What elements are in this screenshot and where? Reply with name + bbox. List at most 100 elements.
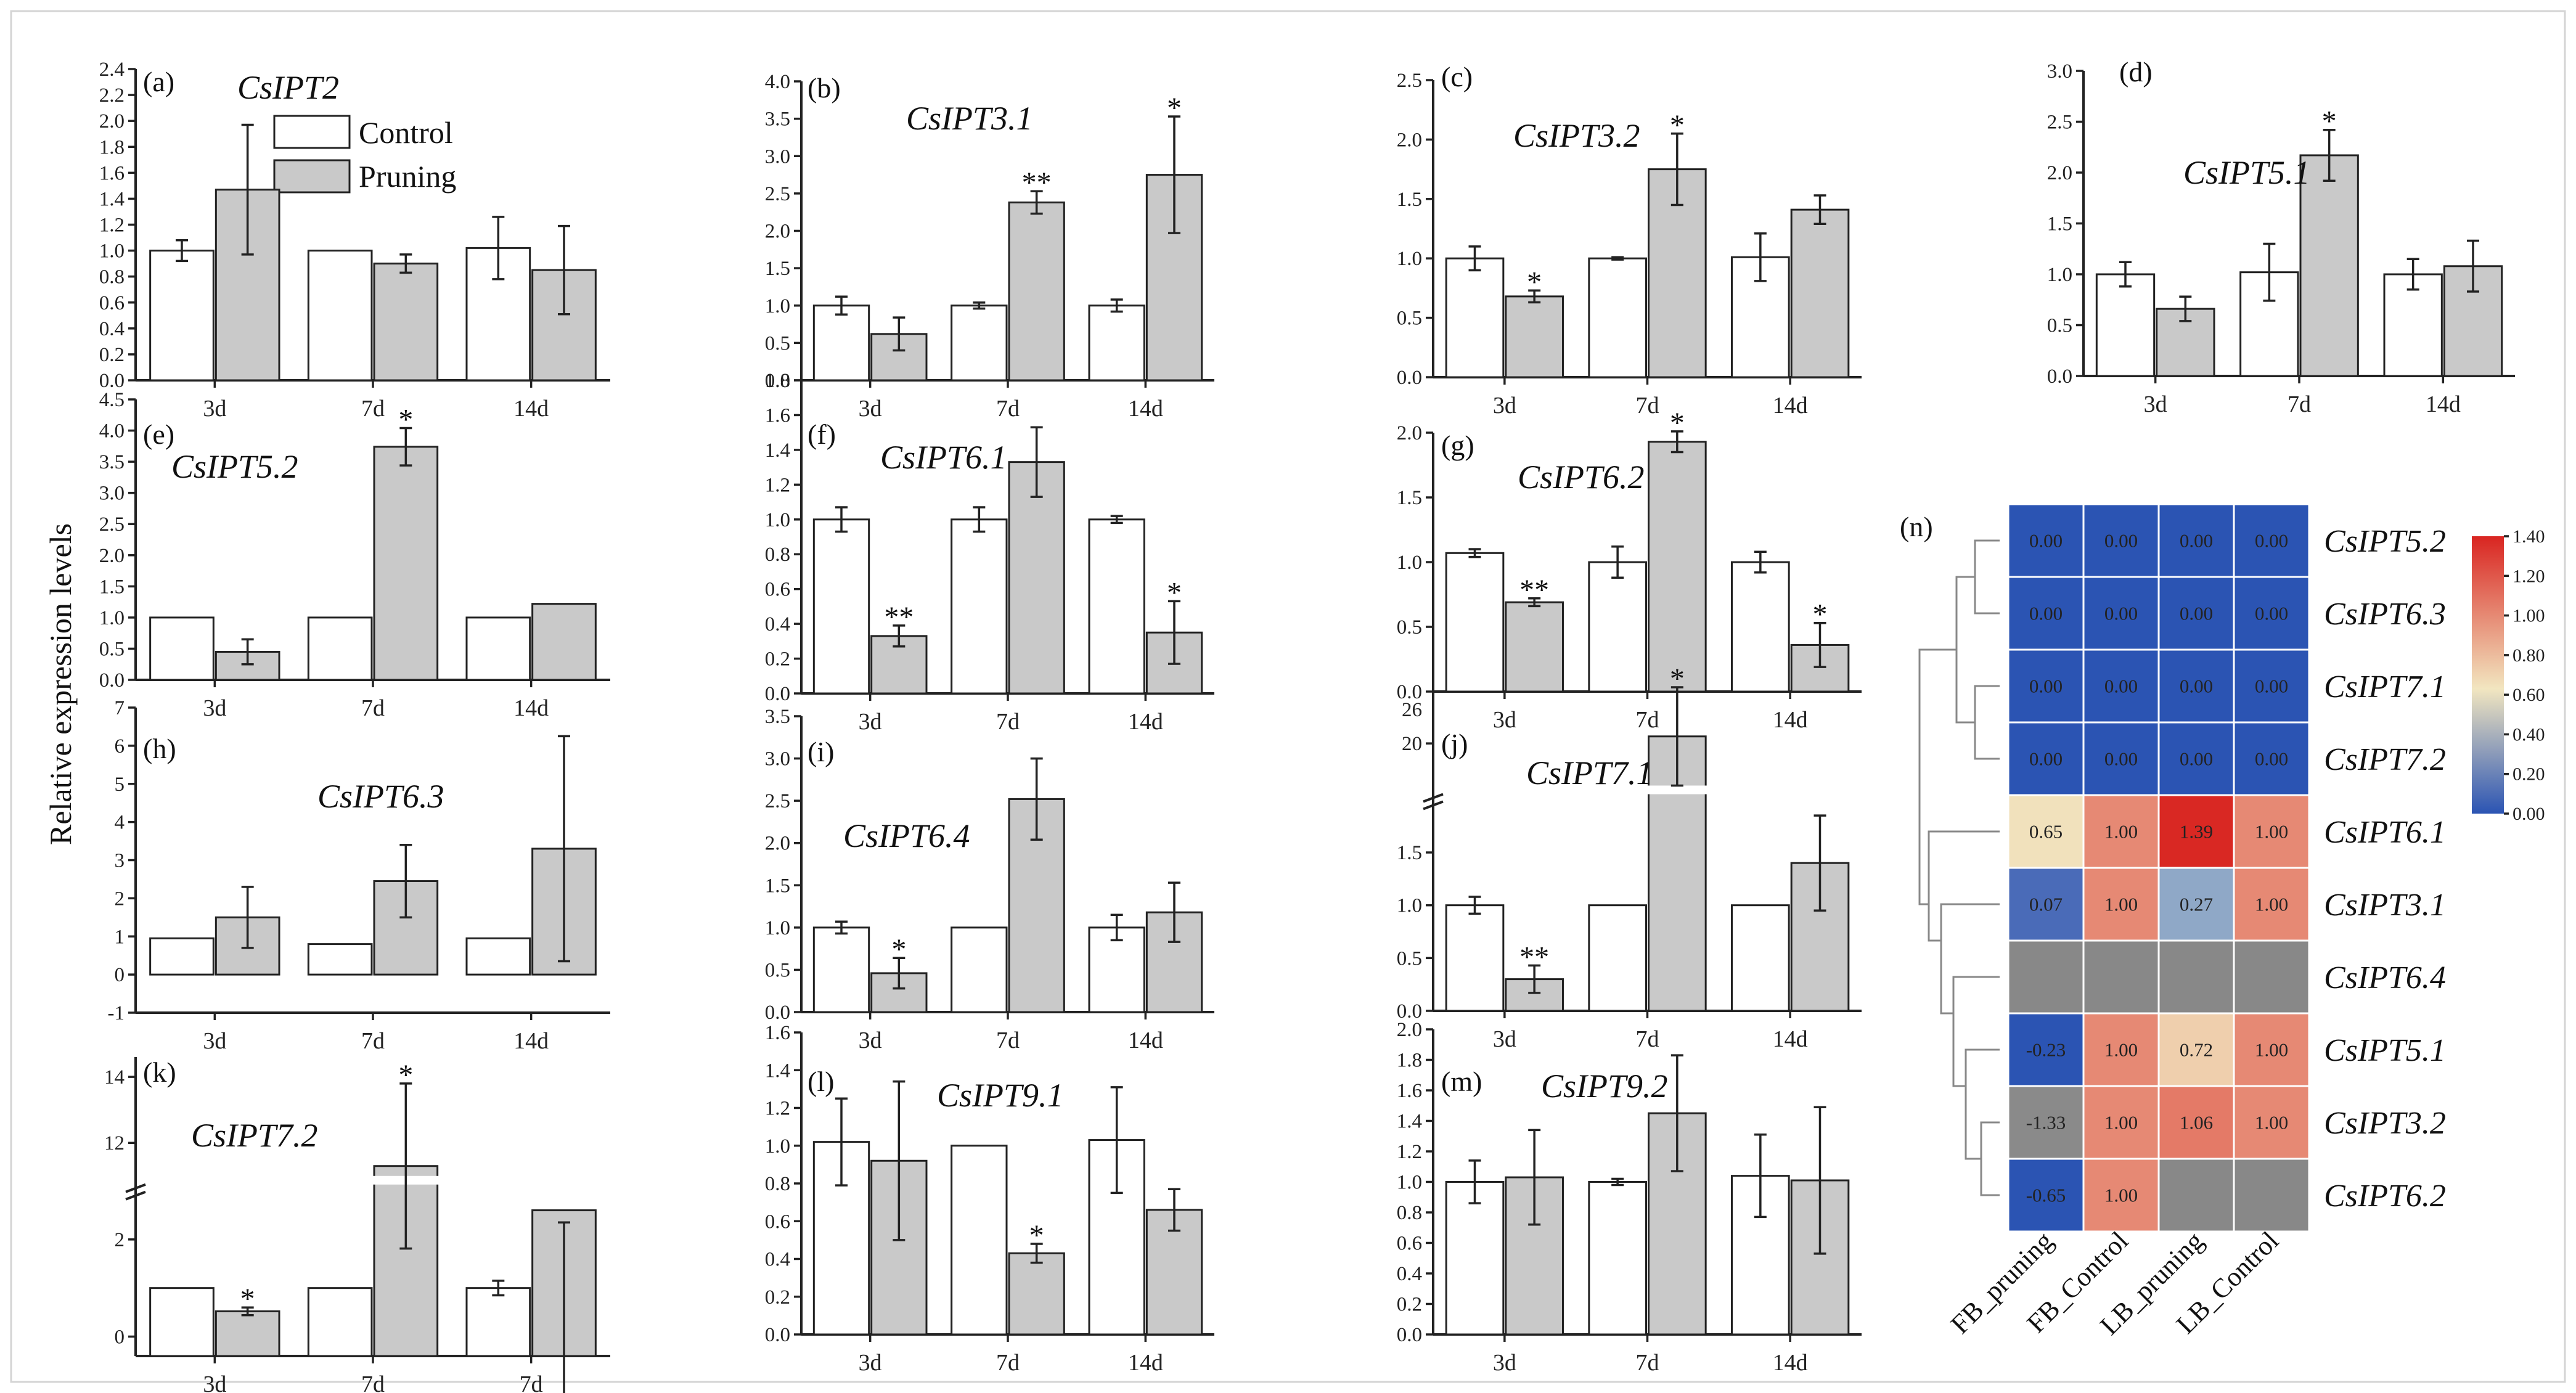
overlap-label: 26 bbox=[1402, 699, 1422, 721]
heatmap-cell bbox=[2157, 648, 2235, 724]
x-tick-label: 14d bbox=[1773, 1350, 1808, 1376]
y-tick-label: 1.0 bbox=[1397, 248, 1422, 270]
bar-control-7d bbox=[951, 926, 1008, 1013]
panel-c: 0.0 0.5 1.0 1.5 2.0 2.5 3d 7d 14d * * (c) CsIPT3.2 bbox=[1397, 61, 1862, 419]
x-tick-label: 3d bbox=[859, 396, 882, 422]
bar-control-7d bbox=[1588, 1181, 1647, 1336]
heatmap-cell bbox=[2007, 503, 2085, 578]
y-tick-label: 0.5 bbox=[765, 332, 790, 354]
panel-letter: (g) bbox=[1441, 430, 1474, 461]
significance-mark: ** bbox=[884, 601, 914, 634]
y-tick-label: 3.0 bbox=[765, 145, 790, 168]
y-tick-label: 1.0 bbox=[765, 509, 790, 531]
x-tick-label: 7d bbox=[361, 695, 385, 721]
x-tick-label: 7d bbox=[996, 396, 1020, 422]
panel-title: CsIPT2 bbox=[237, 69, 339, 106]
panel-f: 0.00.20.40.60.81.01.21.41.61.83d 7d 14d***… bbox=[765, 370, 1214, 735]
bar-control-14d bbox=[2383, 273, 2443, 377]
x-tick-label: 3d bbox=[2144, 391, 2167, 417]
y-tick-label: 1.0 bbox=[1397, 552, 1422, 574]
y-tick-label: 0.5 bbox=[1397, 308, 1422, 330]
y-tick-label: 3.0 bbox=[765, 748, 790, 770]
y-tick-label: 3.0 bbox=[99, 483, 125, 505]
y-tick-label: 0.0 bbox=[765, 370, 790, 392]
significance-mark: * bbox=[1813, 598, 1828, 631]
colorbar-tick-label: 0.40 bbox=[2513, 724, 2545, 745]
bar-pruning-3d bbox=[1505, 601, 1564, 693]
heatmap-cell bbox=[2007, 1085, 2085, 1160]
x-tick-label: 7d bbox=[1636, 1026, 1659, 1052]
y-tick-label: 4.0 bbox=[765, 71, 790, 93]
bar-control-7d bbox=[1588, 561, 1647, 693]
heatmap-panel: (n) 0.00 0.00 0.00 0.00 CsIPT5.2 0.00 0.00 0.00 0… bbox=[1900, 503, 2545, 1341]
bar-control-14d bbox=[465, 937, 531, 976]
y-tick-label: 1.2 bbox=[765, 474, 790, 496]
heatmap-cell bbox=[2082, 794, 2160, 869]
y-tick-label: 0.6 bbox=[1397, 1233, 1422, 1255]
panel-letter: (b) bbox=[808, 72, 841, 104]
heatmap-cell-value: 0.00 bbox=[2255, 748, 2288, 770]
panel-letter: (l) bbox=[808, 1066, 834, 1097]
panel-letter: (h) bbox=[143, 733, 176, 764]
bar-control-14d bbox=[1731, 561, 1790, 693]
heatmap-cell bbox=[2082, 1158, 2160, 1233]
bar-pruning-7d bbox=[373, 446, 439, 681]
heatmap-cell bbox=[2007, 576, 2085, 651]
y-tick-label: 1.0 bbox=[765, 1135, 790, 1158]
y-tick-label: 1.5 bbox=[1397, 842, 1422, 864]
bar-control-3d bbox=[149, 250, 215, 382]
bar-control-3d bbox=[812, 304, 870, 382]
heatmap-cell-value: 0.00 bbox=[2180, 676, 2213, 697]
heatmap-cell-value: 0.00 bbox=[2029, 748, 2063, 770]
x-tick-label: 3d bbox=[859, 1350, 882, 1376]
x-tick-label: 3d bbox=[1493, 707, 1516, 733]
y-tick-label: 7 bbox=[115, 697, 125, 719]
bar-control-3d bbox=[1445, 257, 1505, 378]
bar-pruning-14d bbox=[531, 603, 597, 681]
y-tick-label: 1.0 bbox=[2047, 264, 2072, 286]
x-tick-label: 3d bbox=[203, 396, 226, 422]
colorbar-tick-label: 0.60 bbox=[2513, 685, 2545, 705]
panel-letter: (f) bbox=[808, 419, 836, 450]
y-tick-label: 3.5 bbox=[765, 706, 790, 728]
legend-label-pruning: Pruning bbox=[359, 159, 456, 194]
heatmap-cell bbox=[2007, 867, 2085, 942]
y-tick-label: 1.4 bbox=[99, 188, 125, 210]
y-tick-label: 0.5 bbox=[1397, 616, 1422, 639]
panel-title: CsIPT9.1 bbox=[937, 1077, 1064, 1114]
y-tick-label: 2.0 bbox=[1397, 129, 1422, 151]
heatmap-cell-value: 1.00 bbox=[2255, 1112, 2288, 1134]
bar-break-gap bbox=[1647, 785, 1707, 795]
bar-pruning-7d bbox=[373, 263, 439, 382]
heatmap-cell bbox=[2233, 576, 2310, 651]
y-tick-label: 1.0 bbox=[1397, 895, 1422, 917]
bar-control-14d bbox=[1088, 304, 1145, 382]
y-tick-label: 1.0 bbox=[765, 917, 790, 939]
y-tick-label: 1.6 bbox=[99, 162, 125, 184]
significance-mark: ** bbox=[1022, 166, 1052, 199]
y-tick-label: 3.5 bbox=[99, 451, 125, 473]
heatmap-cell bbox=[2157, 576, 2235, 651]
bar-pruning-14d bbox=[1790, 862, 1850, 1012]
heatmap-cell bbox=[2082, 503, 2160, 578]
bar-control-3d bbox=[2095, 273, 2156, 377]
y-tick-label: 1.8 bbox=[765, 370, 790, 392]
y-tick-label: 2.0 bbox=[765, 221, 790, 243]
heatmap-cell-value: 1.00 bbox=[2104, 894, 2138, 915]
heatmap-row-label: CsIPT6.2 bbox=[2324, 1179, 2446, 1214]
heatmap-cell-value: 0.00 bbox=[2104, 676, 2138, 697]
y-tick-label: 0.4 bbox=[1397, 1263, 1422, 1285]
x-tick-label: 3d bbox=[859, 1027, 882, 1053]
colorbar-tick-label: 1.40 bbox=[2513, 526, 2545, 547]
x-tick-label: 3d bbox=[203, 1371, 226, 1393]
heatmap-cell-value: 0.00 bbox=[2104, 748, 2138, 770]
legend-swatch-control bbox=[273, 115, 351, 149]
y-tick-label: 0.4 bbox=[99, 318, 125, 340]
heatmap-row-label: CsIPT5.2 bbox=[2324, 524, 2446, 559]
x-tick-label: 7d bbox=[1636, 707, 1659, 733]
x-tick-label: 7d bbox=[361, 396, 385, 422]
legend-swatch-pruning bbox=[273, 159, 351, 194]
heatmap-cell-value: 1.00 bbox=[2255, 1039, 2288, 1061]
y-tick-label: 2.5 bbox=[765, 183, 790, 205]
